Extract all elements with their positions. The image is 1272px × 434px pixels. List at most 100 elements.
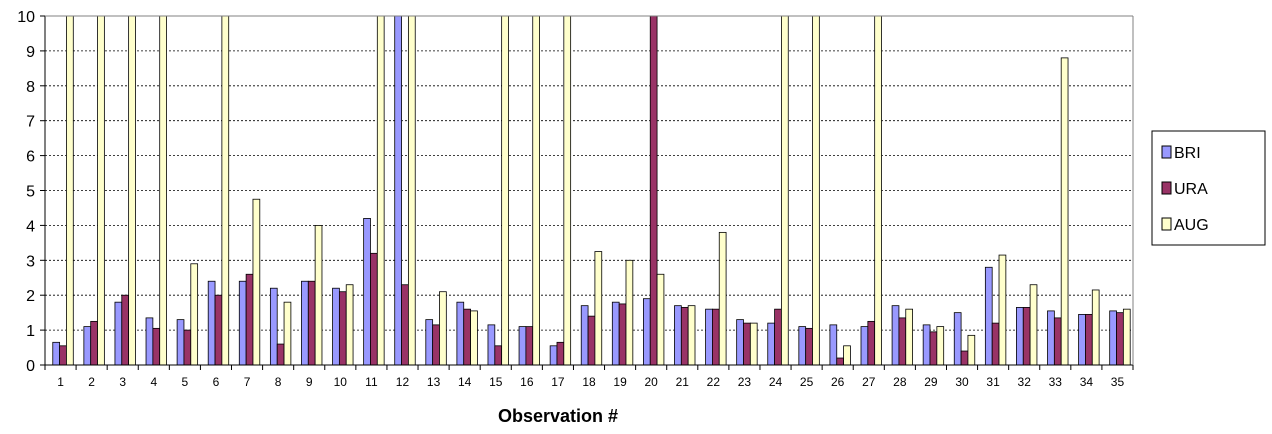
y-tick-label: 6 [26,149,35,166]
bar-ura-26 [836,357,844,366]
bar-aug-33 [1060,57,1069,366]
bar-bri-31 [984,266,993,366]
bar-aug-10 [345,284,354,366]
bar-ura-31 [991,322,1000,366]
bar-bri-25 [798,326,807,366]
x-tick-label: 13 [427,375,441,389]
legend-label-bri: BRI [1174,145,1201,162]
bar-bri-2 [83,326,92,366]
bar-bri-12 [394,15,402,366]
bar-aug-29 [936,326,945,366]
bar-bri-4 [145,317,154,366]
x-tick-label: 22 [707,375,721,389]
bar-bri-20 [643,298,651,366]
bar-ura-15 [494,345,503,366]
x-tick-label: 7 [244,375,251,389]
legend-swatch-bri [1161,145,1172,159]
legend-label-aug: AUG [1174,217,1209,234]
x-tick-label: 17 [551,375,565,389]
bar-ura-16 [525,326,534,366]
x-tick-label: 27 [862,375,876,389]
x-tick-label: 3 [119,375,126,389]
bar-ura-20 [649,15,658,366]
bar-aug-30 [967,334,976,366]
x-tick-label: 25 [800,375,814,389]
bar-aug-8 [283,301,292,366]
x-tick-label: 18 [582,375,596,389]
bar-bri-21 [674,305,682,366]
bar-aug-26 [843,345,851,366]
bar-aug-19 [625,259,634,366]
x-tick-label: 2 [88,375,95,389]
bar-ura-1 [59,345,67,366]
bar-aug-24 [781,15,789,366]
bar-ura-12 [401,284,409,366]
bar-bri-1 [52,341,61,366]
x-tick-label: 8 [275,375,282,389]
x-tick-label: 20 [644,375,658,389]
bar-ura-35 [1116,312,1124,366]
bar-ura-28 [898,317,907,366]
x-tick-label: 5 [182,375,189,389]
bar-aug-6 [221,15,230,366]
bar-aug-25 [812,15,820,366]
bar-ura-22 [712,308,720,366]
x-tick-label: 14 [458,375,472,389]
bar-bri-8 [269,287,278,366]
bar-aug-35 [1122,308,1131,366]
legend: BRI URA AUG [1151,130,1266,246]
bar-ura-9 [307,280,316,366]
x-tick-label: 1 [57,375,64,389]
bar-bri-28 [891,305,900,366]
x-tick-label: 11 [365,375,378,389]
bar-bri-7 [238,280,247,366]
y-tick-label: 8 [26,79,35,96]
bar-ura-17 [556,341,565,366]
bar-ura-29 [929,331,938,366]
x-tick-label: 32 [1018,375,1032,389]
bar-bri-29 [922,324,931,366]
bar-bri-33 [1047,310,1055,366]
y-tick-label: 9 [26,44,35,61]
x-tick-label: 4 [150,375,157,389]
bar-bri-30 [953,312,962,366]
x-tick-label: 21 [676,375,690,389]
bar-aug-11 [376,15,385,366]
bar-ura-24 [774,308,782,366]
bar-aug-3 [128,15,136,366]
bar-aug-17 [563,15,572,366]
bar-ura-34 [1085,313,1093,366]
bar-bri-23 [736,319,744,366]
y-tick-label: 2 [26,288,35,305]
x-tick-label: 6 [213,375,220,389]
bar-bri-19 [611,301,620,366]
bar-bri-3 [114,301,123,366]
bar-aug-2 [97,15,105,366]
y-tick-label: 5 [26,184,35,201]
bar-bri-5 [176,319,185,366]
bar-aug-22 [718,231,727,366]
bar-aug-4 [159,15,167,366]
bar-ura-25 [805,327,813,366]
bar-ura-7 [245,273,254,366]
x-tick-labels: 1 2 3 4 5 6 7 8 9 10 11 12 13 14 15 16 17 18 19 20 21 22 23 24 2… [44,365,1134,389]
bar-bri-16 [518,326,527,366]
legend-swatch-ura [1161,181,1172,195]
bar-ura-4 [152,327,161,366]
bar-bri-17 [549,345,558,366]
bar-bri-10 [332,287,340,366]
bar-aug-20 [656,273,665,366]
y-tick-labels: 0 1 2 3 4 5 6 7 8 9 10 [17,9,45,375]
bar-bri-32 [1016,307,1024,366]
bar-ura-30 [960,350,969,366]
bar-aug-14 [470,310,478,366]
bar-ura-32 [1022,307,1031,366]
y-tick-label: 7 [26,114,35,131]
bar-bri-24 [767,322,775,366]
x-tick-label: 10 [334,375,348,389]
bar-bri-27 [860,326,869,366]
legend-label-ura: URA [1174,181,1208,198]
bar-bri-22 [705,308,713,366]
bar-ura-21 [680,307,689,366]
